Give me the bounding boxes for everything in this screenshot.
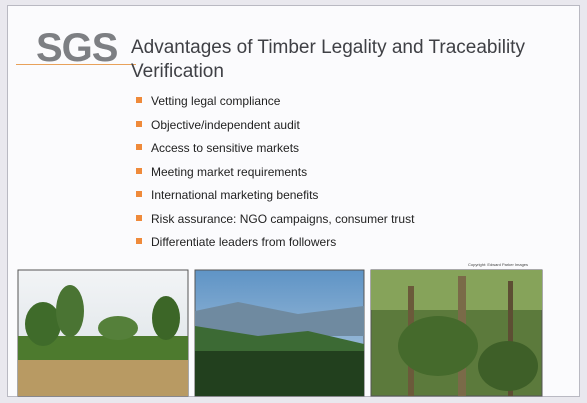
photo-farmland <box>18 270 188 396</box>
photo-valley <box>195 270 364 396</box>
page: SGS Advantages of Timber Legality and Tr… <box>0 0 587 403</box>
photo-forest <box>371 270 542 396</box>
photos <box>8 6 581 398</box>
slide: SGS Advantages of Timber Legality and Tr… <box>7 5 580 397</box>
